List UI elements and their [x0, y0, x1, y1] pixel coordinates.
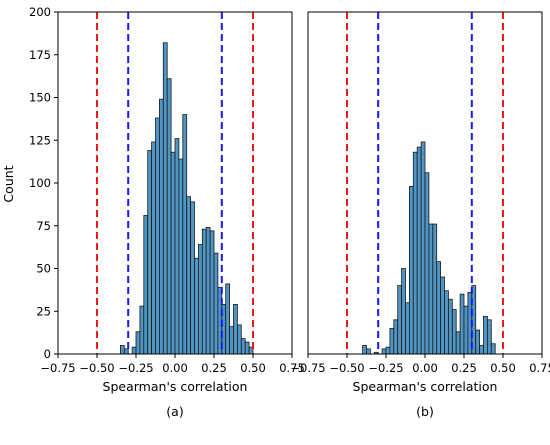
histogram-bar [451, 309, 457, 355]
x-tick-label: 0.50 [490, 361, 516, 375]
y-tick-label: 50 [36, 262, 51, 276]
histogram-bar [447, 298, 453, 355]
histogram-bar [479, 345, 484, 355]
histogram-bar [416, 146, 422, 355]
histogram-bar [233, 304, 238, 355]
y-tick-label: 100 [29, 176, 51, 190]
histogram-bar [490, 343, 496, 355]
histogram-bar [120, 345, 125, 355]
histogram-bar [174, 138, 180, 355]
histogram-bar [155, 117, 160, 355]
histogram-bar [385, 346, 391, 355]
x-tick-label: 0.00 [162, 361, 188, 375]
histogram-bar [389, 327, 395, 355]
histogram-bar [170, 151, 176, 355]
x-tick-label: 0.75 [529, 361, 550, 375]
histogram-bar [205, 227, 211, 355]
x-tick-label: −0.75 [40, 361, 75, 375]
x-tick-label: 0.25 [451, 361, 477, 375]
histogram-bar [397, 285, 403, 355]
histogram-bar [432, 223, 438, 355]
histogram-bar [362, 345, 367, 355]
x-tick-label: −0.50 [79, 361, 114, 375]
histogram-bar [186, 196, 191, 355]
histogram-bar [440, 276, 445, 355]
histogram-bar [143, 215, 149, 355]
histogram-bar [420, 141, 426, 355]
histogram-bar [158, 98, 164, 355]
histogram-bar [463, 305, 469, 355]
histogram-bar [381, 348, 387, 355]
y-tick-label: 25 [36, 304, 51, 318]
histogram-bar [424, 172, 430, 355]
histogram-bar [147, 150, 152, 355]
histogram-bar [366, 348, 371, 355]
y-tick-label: 200 [29, 5, 51, 19]
histogram-bar [236, 324, 242, 355]
histogram-bar [209, 230, 215, 355]
y-tick-label: 125 [29, 133, 51, 147]
histogram-bar [401, 268, 406, 355]
histogram-bar [475, 329, 481, 355]
panel-a-xlabel: Spearman's correlation [103, 379, 248, 394]
y-tick-label: 175 [29, 48, 51, 62]
x-tick-label: −0.50 [329, 361, 364, 375]
x-tick-label: −0.75 [290, 361, 325, 375]
histogram-bar [139, 305, 145, 355]
histogram-bar [408, 186, 414, 355]
x-tick-label: 0.50 [240, 361, 266, 375]
histogram-bar [131, 346, 137, 355]
histogram-bar [213, 252, 219, 355]
histogram-bar [412, 151, 418, 355]
histogram-bar [201, 228, 207, 355]
histogram-bar [393, 319, 399, 355]
x-tick-label: 0.75 [279, 361, 305, 375]
histogram-bar [436, 261, 442, 355]
panel-b: Spearman's correlation (b) −0.75 −0.50 −0.… [290, 11, 550, 419]
panel-a-ylabel: Count [1, 165, 16, 202]
histogram-bar [178, 158, 184, 355]
panel-a-caption: (a) [166, 404, 183, 419]
histogram-bar [229, 326, 234, 355]
x-tick-label: 0.25 [201, 361, 227, 375]
histogram-bar [225, 283, 230, 355]
histogram-bar [444, 290, 449, 355]
histogram-bar [197, 244, 203, 355]
histogram-bar [428, 223, 434, 355]
histogram-bar [135, 331, 141, 355]
panel-b-xlabel: Spearman's correlation [353, 379, 498, 394]
histogram-bar [151, 141, 156, 355]
x-tick-label: −0.25 [118, 361, 153, 375]
panel-b-caption: (b) [416, 404, 434, 419]
y-tick-label: 150 [29, 91, 51, 105]
y-tick-label: 75 [36, 219, 51, 233]
histogram-bar [455, 331, 461, 355]
y-tick-label: 0 [44, 347, 51, 361]
x-tick-label: −0.25 [368, 361, 403, 375]
histogram-bar [483, 315, 488, 355]
x-tick-label: 0.00 [412, 361, 438, 375]
histogram-bar [166, 78, 172, 355]
histogram-bar [486, 319, 492, 355]
histogram-bar [182, 114, 188, 355]
histogram-bar [162, 42, 168, 355]
histogram-bar [405, 302, 410, 355]
histogram-bar [190, 201, 195, 355]
panel-a: Count Spearman's correlation (a) −0.75 −0… [1, 5, 305, 419]
histogram-bar [240, 338, 246, 355]
histogram-bar [194, 257, 199, 355]
histogram-bar [459, 293, 465, 355]
histogram-bar [244, 341, 250, 355]
